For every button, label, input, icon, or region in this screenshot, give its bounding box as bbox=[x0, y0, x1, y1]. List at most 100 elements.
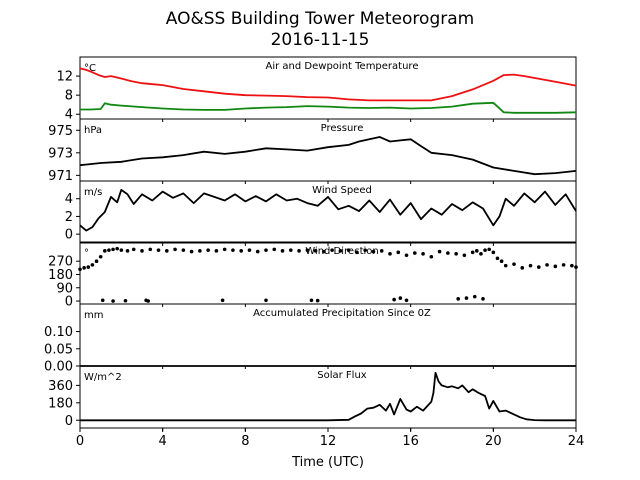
data-point bbox=[214, 249, 219, 253]
y-tick-label: 0 bbox=[65, 228, 73, 243]
y-tick-label: 360 bbox=[48, 379, 73, 394]
panel-title: Air and Dewpoint Temperature bbox=[266, 61, 419, 72]
data-point bbox=[86, 265, 91, 269]
x-axis-label: Time (UTC) bbox=[291, 455, 364, 470]
series-line-temp-1 bbox=[80, 101, 577, 114]
data-point bbox=[297, 249, 301, 253]
data-point bbox=[398, 296, 403, 300]
panel-pressure: 971 973 975 hPa Pressure bbox=[48, 118, 577, 184]
data-point bbox=[264, 248, 268, 252]
data-point bbox=[487, 247, 492, 252]
data-point bbox=[503, 263, 508, 268]
y-tick-label: 270 bbox=[48, 255, 73, 270]
data-point bbox=[574, 265, 578, 269]
x-tick-label: 8 bbox=[241, 434, 249, 449]
unit-label: °C bbox=[84, 63, 96, 74]
y-tick-label: 12 bbox=[56, 70, 73, 85]
data-point bbox=[520, 266, 525, 270]
unit-label: W/m^2 bbox=[84, 372, 122, 383]
data-point bbox=[107, 248, 111, 252]
data-point bbox=[479, 252, 483, 256]
data-point bbox=[264, 298, 268, 303]
y-tick-label: 971 bbox=[48, 169, 73, 184]
data-point bbox=[280, 249, 285, 253]
y-tick-label: 4 bbox=[65, 192, 73, 207]
figure-title-line1: AO&SS Building Tower Meteorogram bbox=[166, 9, 474, 29]
data-point bbox=[231, 248, 235, 252]
data-point bbox=[346, 248, 351, 252]
data-point bbox=[90, 263, 95, 267]
y-tick-label: 973 bbox=[48, 146, 73, 161]
data-point bbox=[111, 247, 115, 252]
y-tick-label: 0 bbox=[65, 295, 73, 310]
data-point bbox=[528, 263, 533, 268]
data-point bbox=[512, 262, 516, 266]
data-point bbox=[464, 296, 469, 300]
data-point bbox=[379, 249, 384, 253]
data-point bbox=[255, 249, 260, 254]
data-point bbox=[472, 294, 477, 299]
data-point bbox=[220, 298, 225, 303]
x-tick-label: 16 bbox=[402, 434, 419, 449]
data-point bbox=[140, 249, 144, 253]
x-tick-label: 12 bbox=[320, 434, 337, 449]
data-point bbox=[392, 297, 396, 302]
series-wind_direction-0 bbox=[78, 246, 578, 272]
series-line-pressure-0 bbox=[79, 136, 577, 176]
data-point bbox=[545, 263, 549, 267]
data-point bbox=[239, 249, 243, 253]
panel-title: Wind Speed bbox=[312, 185, 372, 196]
data-point bbox=[247, 248, 252, 252]
data-point bbox=[198, 249, 202, 253]
x-tick-label: 4 bbox=[159, 434, 167, 449]
x-tick-label: 20 bbox=[485, 434, 502, 449]
data-point bbox=[131, 247, 136, 252]
data-point bbox=[483, 248, 487, 252]
series-line-temp-0 bbox=[79, 67, 577, 102]
unit-label: hPa bbox=[84, 125, 102, 136]
y-tick-label: 180 bbox=[48, 396, 73, 411]
data-point bbox=[305, 248, 310, 252]
unit-label: mm bbox=[84, 310, 103, 321]
figure-title-line2: 2016-11-15 bbox=[271, 30, 370, 50]
data-point bbox=[429, 254, 434, 259]
x-tick-label: 24 bbox=[568, 434, 585, 449]
data-point bbox=[355, 250, 359, 255]
data-point bbox=[446, 251, 450, 255]
data-point bbox=[388, 252, 392, 256]
data-point bbox=[78, 267, 82, 272]
data-point bbox=[315, 298, 320, 303]
series-line-wind_speed-0 bbox=[79, 188, 577, 232]
data-point bbox=[173, 247, 177, 252]
y-tick-label: 90 bbox=[56, 281, 73, 296]
data-point bbox=[462, 253, 467, 258]
y-tick-label: 975 bbox=[48, 124, 73, 139]
data-point bbox=[189, 249, 194, 254]
data-point bbox=[148, 247, 153, 252]
data-point bbox=[371, 249, 376, 254]
panel-title: Pressure bbox=[321, 123, 364, 134]
data-point bbox=[222, 247, 227, 252]
data-point bbox=[553, 264, 558, 269]
data-point bbox=[396, 250, 401, 255]
data-point bbox=[98, 254, 103, 259]
data-point bbox=[181, 248, 186, 252]
data-point bbox=[115, 246, 119, 251]
data-point bbox=[165, 249, 169, 253]
data-point bbox=[537, 265, 541, 269]
data-point bbox=[499, 259, 504, 263]
data-point bbox=[322, 249, 326, 254]
series-line-solar-0 bbox=[80, 371, 576, 422]
data-point bbox=[103, 249, 107, 253]
data-point bbox=[123, 298, 128, 303]
data-point bbox=[413, 251, 417, 255]
data-point bbox=[421, 252, 425, 256]
data-point bbox=[156, 248, 161, 252]
data-point bbox=[313, 249, 318, 253]
data-point bbox=[475, 249, 479, 253]
data-point bbox=[94, 259, 99, 263]
data-point bbox=[82, 266, 86, 270]
data-point bbox=[119, 248, 124, 252]
y-tick-label: 0.05 bbox=[44, 342, 73, 357]
